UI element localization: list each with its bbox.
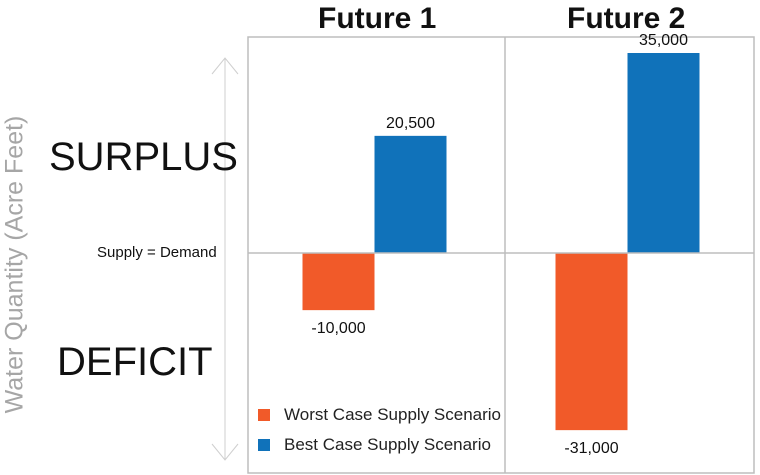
y-axis-arrow-head-down: [211, 443, 239, 461]
zone-label-deficit: DEFICIT: [57, 340, 213, 384]
data-label-worst-1: -10,000: [311, 320, 365, 337]
baseline-label: Supply = Demand: [97, 244, 217, 261]
category-title-1: Future 1: [318, 2, 437, 35]
zone-label-surplus: SURPLUS: [49, 135, 238, 179]
y-axis-label: Water Quantity (Acre Feet): [0, 115, 29, 414]
legend-swatch-worst: [258, 409, 270, 421]
y-axis-arrow-head-up: [211, 57, 239, 75]
data-label-best-2: 35,000: [639, 32, 688, 49]
bar-worst-1: [302, 253, 375, 311]
legend-item-worst: Worst Case Supply Scenario: [258, 400, 501, 430]
data-label-best-1: 20,500: [386, 115, 435, 132]
legend-label-worst: Worst Case Supply Scenario: [284, 405, 502, 424]
legend: Worst Case Supply Scenario Best Case Sup…: [258, 400, 501, 460]
legend-swatch-best: [258, 439, 270, 451]
legend-label-best: Best Case Supply Scenario: [284, 435, 491, 454]
legend-item-best: Best Case Supply Scenario: [258, 430, 501, 460]
category-title-2: Future 2: [567, 2, 686, 35]
bar-best-1: [374, 135, 447, 253]
plot-frame: [247, 36, 755, 474]
bar-best-2: [627, 53, 700, 253]
data-label-worst-2: -31,000: [564, 440, 618, 457]
bar-worst-2: [555, 253, 628, 431]
